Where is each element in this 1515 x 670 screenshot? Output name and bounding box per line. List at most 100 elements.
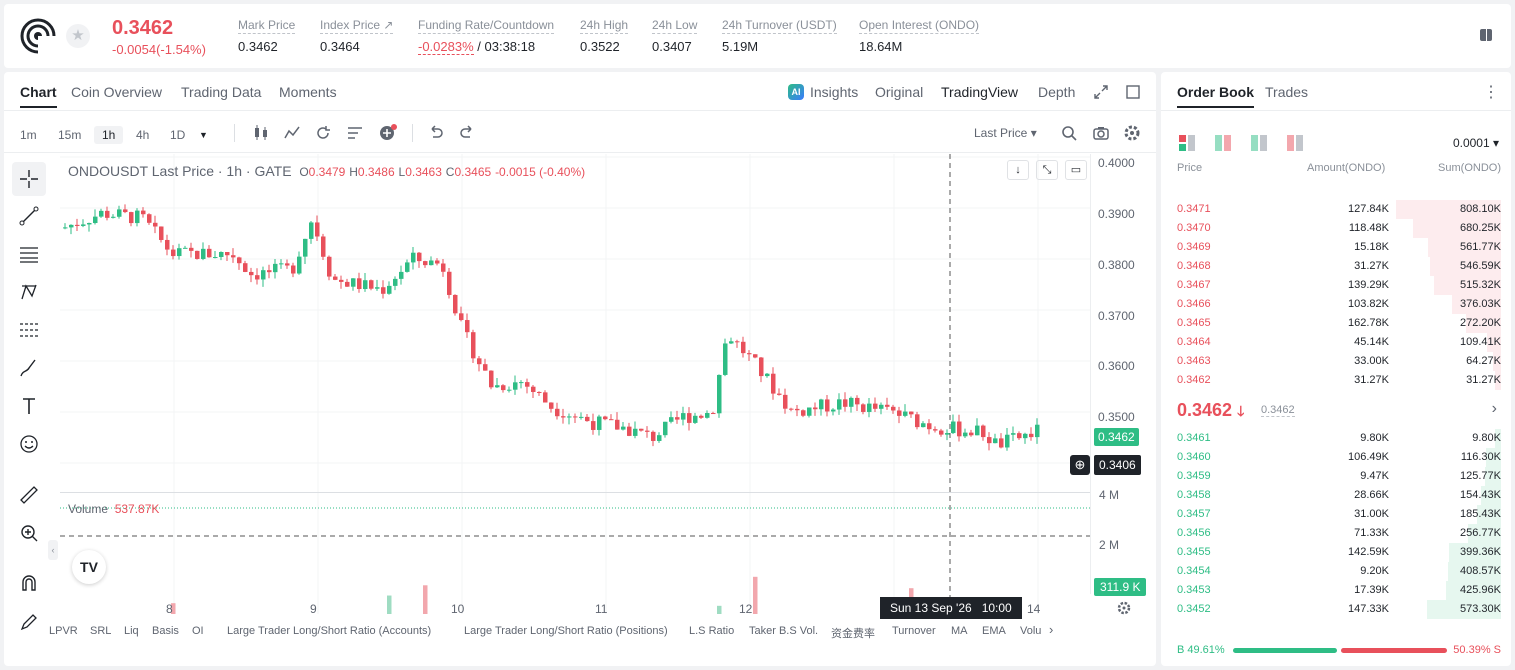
ask-row[interactable]: 0.3463 33.00K 64.27K <box>1161 352 1511 371</box>
price-tick: 0.4000 <box>1098 156 1135 170</box>
timeframe-dropdown-icon[interactable]: ▼ <box>199 130 208 140</box>
pencil-lock-icon[interactable] <box>19 612 39 632</box>
bid-row[interactable]: 0.3458 28.66K 154.43K <box>1161 486 1511 505</box>
tab-trades[interactable]: Trades <box>1265 84 1309 100</box>
indicator-oi[interactable]: OI <box>192 625 204 637</box>
add-alert-icon[interactable] <box>378 123 398 143</box>
tab-moments[interactable]: Moments <box>279 84 337 100</box>
bid-row[interactable]: 0.3453 17.39K 425.96K <box>1161 581 1511 600</box>
bid-row[interactable]: 0.3461 9.80K 9.80K <box>1161 429 1511 448</box>
undo-icon[interactable] <box>426 123 446 143</box>
add-order-icon[interactable]: ⊕ <box>1070 455 1090 475</box>
ruler-icon[interactable] <box>19 485 39 505</box>
magnet-icon[interactable] <box>19 574 39 594</box>
camera-icon[interactable] <box>1091 123 1111 143</box>
gear-icon[interactable] <box>1122 123 1142 143</box>
indicator-lpvr[interactable]: LPVR <box>49 625 78 637</box>
favorite-star-icon[interactable]: ★ <box>66 24 90 48</box>
ask-row[interactable]: 0.3465 162.78K 272.20K <box>1161 314 1511 333</box>
scroll-down-icon[interactable]: ↓ <box>1007 160 1029 180</box>
indicator-taker[interactable]: Taker B.S Vol. <box>749 625 819 637</box>
indicator-ma[interactable]: MA <box>951 625 968 637</box>
ask-row[interactable]: 0.3471 127.84K 808.10K <box>1161 200 1511 219</box>
chevron-right-icon[interactable]: › <box>1049 622 1054 637</box>
ask-row[interactable]: 0.3464 45.14K 109.41K <box>1161 333 1511 352</box>
ask-row[interactable]: 0.3469 15.18K 561.77K <box>1161 238 1511 257</box>
compare-icon[interactable] <box>313 123 333 143</box>
candle <box>75 224 80 226</box>
candle <box>321 236 326 257</box>
timeframe-1m[interactable]: 1m <box>20 128 37 142</box>
timeframe-1d[interactable]: 1D <box>170 128 186 142</box>
chart-settings-icon[interactable] <box>1116 600 1132 616</box>
tradingview-logo-icon[interactable]: TV <box>72 550 106 584</box>
settings-list-icon[interactable] <box>345 123 365 143</box>
zoom-in-icon[interactable] <box>19 523 39 543</box>
tab-chart[interactable]: Chart <box>20 84 57 108</box>
indicator-volume[interactable]: Volu <box>1020 625 1042 637</box>
ask-row[interactable]: 0.3467 139.29K 515.32K <box>1161 276 1511 295</box>
ask-row[interactable]: 0.3470 118.48K 680.25K <box>1161 219 1511 238</box>
ask-row[interactable]: 0.3462 31.27K 31.27K <box>1161 371 1511 390</box>
fib-icon[interactable] <box>19 320 39 340</box>
price-type-select[interactable]: Last Price ▾ <box>974 126 1037 140</box>
bid-row[interactable]: 0.3456 71.33K 256.77K <box>1161 524 1511 543</box>
price-chart[interactable] <box>60 154 1156 614</box>
brush-icon[interactable] <box>19 358 39 378</box>
timeframe-4h[interactable]: 4h <box>136 128 150 142</box>
indicator-lt-positions[interactable]: Large Trader Long/Short Ratio (Positions… <box>464 625 668 637</box>
candle <box>519 382 524 384</box>
chevron-right-icon[interactable]: › <box>1491 400 1497 417</box>
expand-icon[interactable] <box>1094 85 1108 99</box>
bid-row[interactable]: 0.3455 142.59K 399.36K <box>1161 543 1511 562</box>
horizontal-lines-icon[interactable] <box>19 244 39 264</box>
timeframe-15m[interactable]: 15m <box>58 128 82 142</box>
bid-row[interactable]: 0.3457 31.00K 185.43K <box>1161 505 1511 524</box>
tab-depth[interactable]: Depth <box>1038 84 1076 100</box>
book-icon[interactable] <box>1477 26 1495 44</box>
candle-type-icon[interactable] <box>251 123 271 143</box>
indicator-ls-ratio[interactable]: L.S Ratio <box>689 625 735 637</box>
fullscreen-chart-icon[interactable]: ▭ <box>1065 160 1087 180</box>
trend-line-icon[interactable] <box>19 206 39 226</box>
ask-row[interactable]: 0.3468 31.27K 546.59K <box>1161 257 1511 276</box>
candle <box>609 419 614 421</box>
row-sum: 546.59K <box>1460 260 1501 272</box>
book-both-icon[interactable] <box>1179 135 1195 151</box>
indicator-lt-accounts[interactable]: Large Trader Long/Short Ratio (Accounts) <box>227 625 432 637</box>
emoji-icon[interactable] <box>19 434 39 454</box>
collapse-toolbar-icon[interactable]: ‹ <box>48 540 58 560</box>
precision-select[interactable]: 0.0001 ▾ <box>1452 136 1499 150</box>
text-icon[interactable] <box>19 396 39 416</box>
book-asks-icon[interactable] <box>1287 135 1303 151</box>
indicator-ema[interactable]: EMA <box>982 625 1006 637</box>
pattern-icon[interactable] <box>19 282 39 302</box>
bid-row[interactable]: 0.3460 106.49K 116.30K <box>1161 448 1511 467</box>
tab-tradingview[interactable]: TradingView <box>941 84 1019 100</box>
ask-row[interactable]: 0.3466 103.82K 376.03K <box>1161 295 1511 314</box>
indicator-srl[interactable]: SRL <box>90 625 112 637</box>
tab-coin-overview[interactable]: Coin Overview <box>71 84 163 100</box>
indicator-liq[interactable]: Liq <box>124 625 139 637</box>
window-icon[interactable] <box>1126 85 1140 99</box>
more-vertical-icon[interactable]: ⋮ <box>1483 84 1499 101</box>
indicator-turnover[interactable]: Turnover <box>892 625 936 637</box>
crosshair-icon[interactable] <box>19 169 39 189</box>
stat-index-price[interactable]: Index Price ↗ 0.3464 <box>320 18 394 54</box>
indicator-funding[interactable]: 资金费率 <box>831 628 875 640</box>
search-icon[interactable] <box>1059 123 1079 143</box>
tab-order-book[interactable]: Order Book <box>1177 84 1255 108</box>
bid-row[interactable]: 0.3459 9.47K 125.77K <box>1161 467 1511 486</box>
bid-row[interactable]: 0.3452 147.33K 573.30K <box>1161 600 1511 619</box>
book-split-icon[interactable] <box>1215 135 1231 151</box>
timeframe-1h[interactable]: 1h <box>94 126 124 144</box>
tab-original[interactable]: Original <box>875 84 924 100</box>
redo-icon[interactable] <box>457 123 477 143</box>
tab-insights[interactable]: Insights <box>810 84 859 100</box>
collapse-icon[interactable]: ⤡ <box>1036 160 1058 180</box>
tab-trading-data[interactable]: Trading Data <box>181 84 262 100</box>
indicators-icon[interactable] <box>282 123 302 143</box>
book-bids-icon[interactable] <box>1251 135 1267 151</box>
bid-row[interactable]: 0.3454 9.20K 408.57K <box>1161 562 1511 581</box>
indicator-basis[interactable]: Basis <box>152 625 179 637</box>
